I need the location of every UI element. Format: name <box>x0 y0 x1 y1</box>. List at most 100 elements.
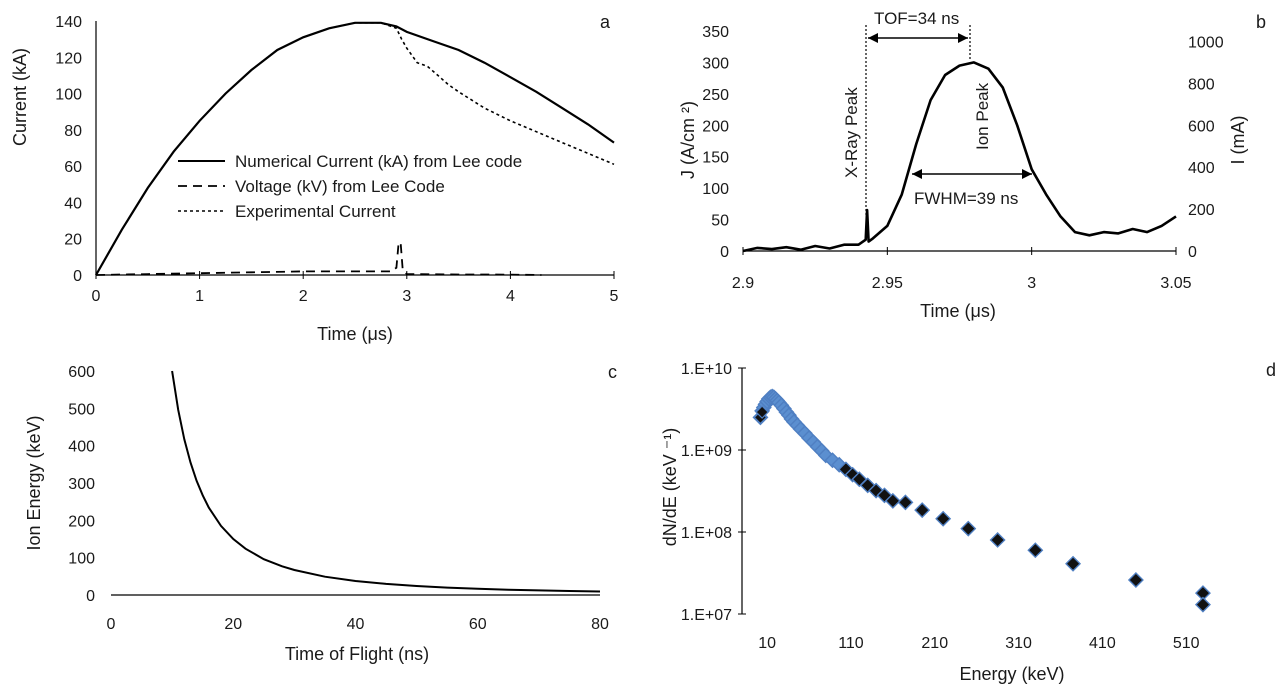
y-tick-label-b: 150 <box>702 150 729 167</box>
legend-a-label-2: Voltage (kV) from Lee Code <box>235 177 445 196</box>
y-tick-label-c: 400 <box>68 439 95 456</box>
y-tick-label-d: 1.E+09 <box>681 443 732 460</box>
x-tick-label-c: 80 <box>591 616 609 633</box>
scatter-point-d <box>960 520 977 537</box>
y-tick-label-b: 50 <box>711 213 729 230</box>
y-tick-label-b: 300 <box>702 55 729 72</box>
x-axis-label-d: Energy (keV) <box>959 664 1064 684</box>
y-right-tick-label-b: 200 <box>1188 202 1215 219</box>
y-tick-label-d: 1.E+07 <box>681 607 732 624</box>
scatter-point-d <box>1065 555 1082 572</box>
x-tick-label-a: 2 <box>299 288 308 305</box>
x-axis-label-c: Time of Flight (ns) <box>285 644 429 664</box>
y-tick-label-a: 140 <box>55 14 82 31</box>
x-tick-label-d: 310 <box>1005 635 1032 652</box>
y-right-tick-label-b: 1000 <box>1188 34 1224 51</box>
y-tick-label-c: 600 <box>68 364 95 381</box>
y-axis-label-c: Ion Energy (keV) <box>24 415 44 550</box>
panel-d-marks: 10 110 210 310 410 510 1.E+07 1.E+08 1.E+09 1.E+1… <box>681 361 1211 652</box>
y-tick-label-c: 300 <box>68 476 95 493</box>
y-tick-label-a: 40 <box>64 195 82 212</box>
scatter-point-d <box>817 447 834 464</box>
panel-d-letter: d <box>1266 360 1276 380</box>
x-axis-label-a: Time (μs) <box>317 324 393 344</box>
y-tick-label-a: 100 <box>55 87 82 104</box>
x-tick-label-b: 3 <box>1027 275 1036 292</box>
scatter-point-d <box>989 531 1006 548</box>
y-right-tick-label-b: 600 <box>1188 118 1215 135</box>
y-tick-label-c: 100 <box>68 551 95 568</box>
y-axis-right-label-b: I (mA) <box>1228 116 1248 165</box>
series-a-dashed <box>95 240 542 276</box>
x-tick-label-a: 4 <box>506 288 515 305</box>
x-tick-label-b: 2.95 <box>872 275 903 292</box>
scatter-point-d <box>1027 542 1044 559</box>
x-tick-label-b: 2.9 <box>732 275 754 292</box>
x-tick-label-c: 0 <box>107 616 116 633</box>
y-tick-label-b: 200 <box>702 118 729 135</box>
y-tick-label-a: 60 <box>64 159 82 176</box>
scatter-point-d <box>897 494 914 511</box>
y-tick-label-a: 0 <box>73 268 82 285</box>
scatter-point-d <box>755 405 769 419</box>
x-tick-label-c: 20 <box>224 616 242 633</box>
scatter-point-d <box>884 492 901 509</box>
y-tick-label-d: 1.E+08 <box>681 525 732 542</box>
fwhm-arrow <box>912 169 1032 179</box>
x-axis-label-b: Time (μs) <box>920 301 996 321</box>
panel-c: c 0 20 40 60 80 0 100 200 300 400 500 600 Time of F… <box>24 362 617 664</box>
y-axis-label-d: dN/dE (keV ⁻¹) <box>660 428 680 547</box>
series-b-current-density <box>742 61 1177 253</box>
tof-label: TOF=34 ns <box>874 9 959 28</box>
x-tick-label-a: 5 <box>610 288 619 305</box>
x-tick-label-d: 110 <box>838 635 864 652</box>
x-tick-label-a: 0 <box>92 288 101 305</box>
legend-a: Numerical Current (kA) from Lee code Vol… <box>178 152 522 221</box>
scatter-point-d <box>1194 596 1211 613</box>
panel-b-marks: 2.9 2.95 3 3.05 0 50 100 150 200 250 300 350 0 200 400… <box>702 24 1223 292</box>
y-tick-label-b: 100 <box>702 181 729 198</box>
y-tick-label-d: 1.E+10 <box>681 361 732 378</box>
series-c-energy-curve <box>171 370 601 593</box>
x-tick-label-c: 60 <box>469 616 487 633</box>
series-a-solid <box>95 21 615 276</box>
scatter-point-d <box>914 502 931 519</box>
legend-a-label-3: Experimental Current <box>235 202 396 221</box>
panel-a-letter: a <box>600 12 611 32</box>
panel-a: a 0 1 2 3 4 5 0 20 40 60 80 100 120 140 Numerical Cur… <box>10 12 619 344</box>
x-tick-label-a: 3 <box>402 288 411 305</box>
y-tick-label-c: 500 <box>68 401 95 418</box>
x-tick-label-d: 10 <box>758 635 776 652</box>
y-tick-label-c: 200 <box>68 513 95 530</box>
x-tick-label-c: 40 <box>347 616 365 633</box>
series-a-dotted <box>95 22 615 276</box>
y-tick-label-c: 0 <box>86 588 95 605</box>
legend-a-label-1: Numerical Current (kA) from Lee code <box>235 152 522 171</box>
x-tick-label-d: 210 <box>921 635 948 652</box>
x-tick-label-b: 3.05 <box>1160 275 1191 292</box>
y-tick-label-a: 20 <box>64 232 82 249</box>
scatter-point-d <box>935 510 952 527</box>
ion-peak-label: Ion Peak <box>973 82 992 150</box>
panel-d: d 10 110 210 310 410 510 1.E+07 1.E+08 1.E+09 1.E… <box>660 360 1276 684</box>
y-tick-label-a: 120 <box>55 50 82 67</box>
x-ray-peak-label: X-Ray Peak <box>842 87 861 178</box>
x-tick-label-d: 410 <box>1089 635 1116 652</box>
y-tick-label-b: 350 <box>702 24 729 41</box>
panel-b-letter: b <box>1256 12 1266 32</box>
scatter-point-d <box>1127 571 1144 588</box>
scatter-point-d <box>837 461 854 478</box>
panel-b: b 2.9 2.95 3 3.05 0 50 100 150 200 250 300 350 0 200 4… <box>678 9 1266 321</box>
panel-a-marks: 0 1 2 3 4 5 0 20 40 60 80 100 120 140 <box>55 14 618 305</box>
y-axis-label-b: J (A/cm ²) <box>678 101 698 179</box>
y-right-tick-label-b: 0 <box>1188 244 1197 261</box>
panel-c-letter: c <box>608 362 617 382</box>
x-tick-label-d: 510 <box>1173 635 1200 652</box>
panel-c-marks: 0 20 40 60 80 0 100 200 300 400 500 600 <box>68 364 609 633</box>
y-tick-label-a: 80 <box>64 123 82 140</box>
fwhm-label: FWHM=39 ns <box>914 189 1018 208</box>
scatter-point-d <box>868 482 885 499</box>
y-right-tick-label-b: 400 <box>1188 160 1215 177</box>
y-axis-label-a: Current (kA) <box>10 48 30 146</box>
